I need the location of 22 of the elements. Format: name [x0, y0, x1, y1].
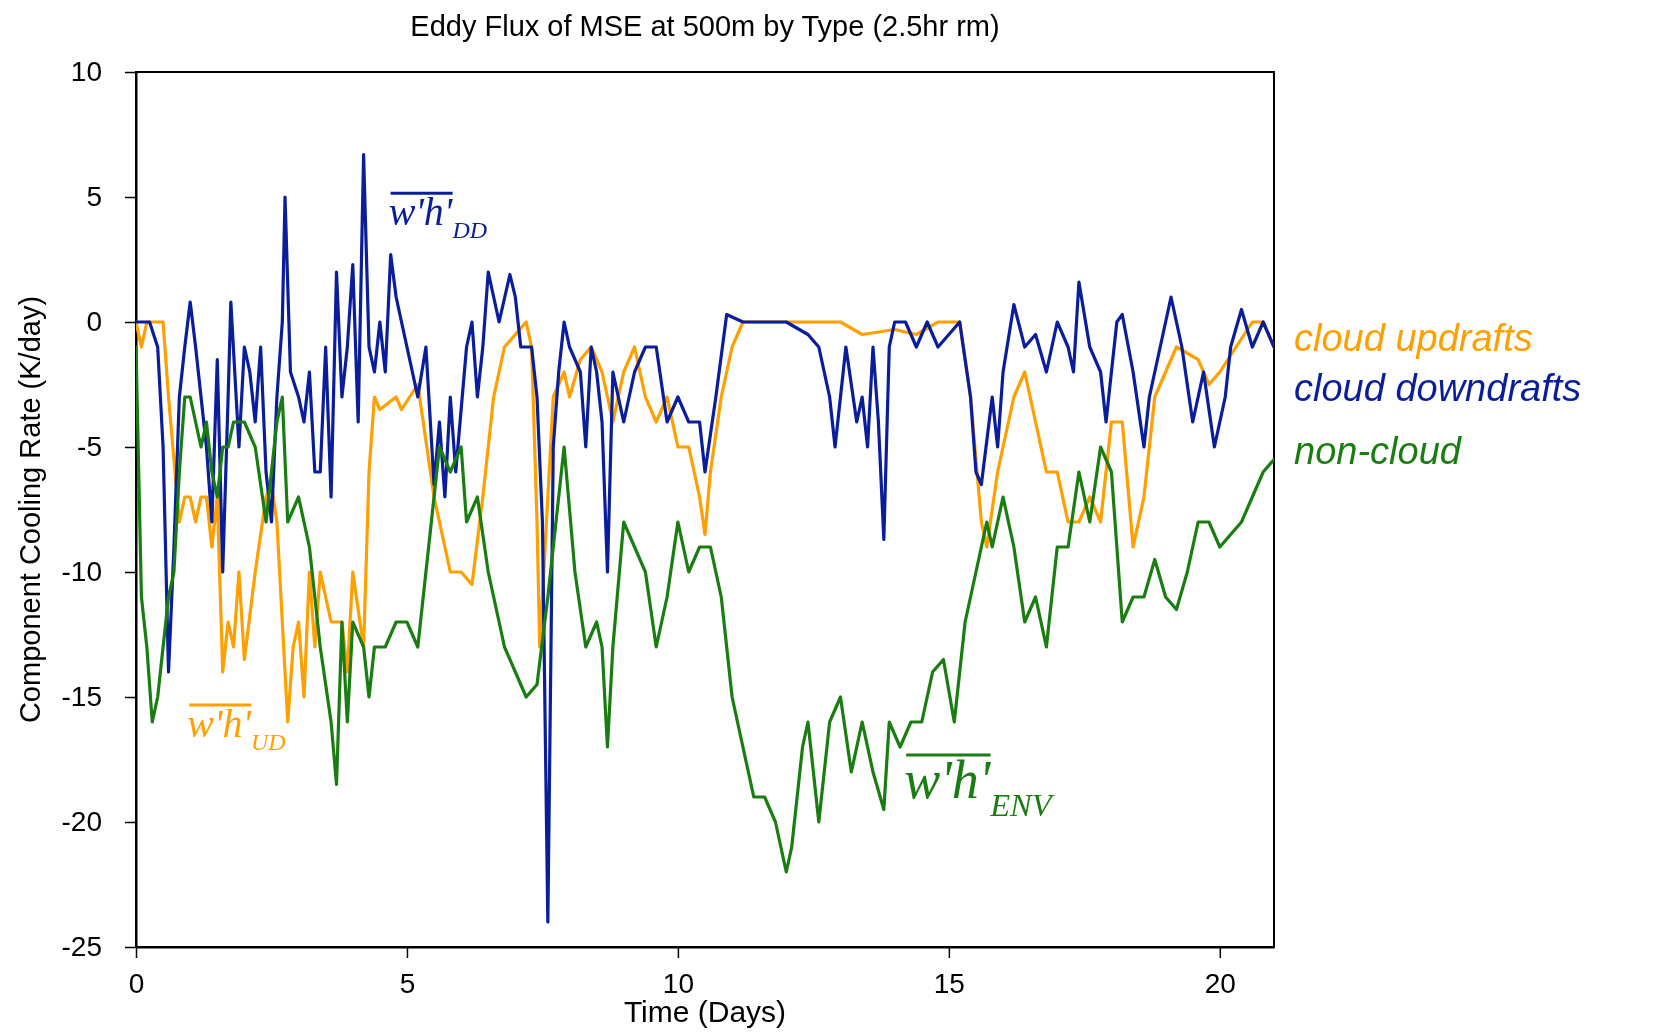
- annotation: w'h'$_{ENV}$: [904, 750, 1055, 824]
- series-label: cloud updrafts: [1294, 317, 1533, 359]
- annotation: w'h'$_{DD}$: [388, 189, 488, 244]
- annotation: w'h'$_{UD}$: [187, 701, 286, 755]
- y-tick-label: -20: [61, 806, 102, 838]
- series-label: cloud downdrafts: [1294, 367, 1582, 409]
- line-series: [136, 345, 1274, 874]
- chart-title: Eddy Flux of MSE at 500m by Type (2.5hr rm): [410, 10, 1000, 42]
- y-tick-label: 5: [86, 181, 102, 213]
- x-tick-label: 20: [1204, 967, 1236, 999]
- y-axis-title: Component Cooling Rate (K/day): [14, 295, 46, 724]
- y-tick-label: -25: [61, 931, 102, 963]
- series-label: non-cloud: [1294, 429, 1463, 472]
- y-tick-label: -15: [61, 681, 102, 713]
- y-tick-label: -5: [77, 431, 102, 463]
- line-series: [136, 152, 1274, 924]
- x-tick-label: 5: [399, 967, 416, 999]
- x-tick-label: 15: [933, 967, 965, 999]
- y-tick-label: 10: [70, 56, 102, 88]
- y-tick-label: -10: [61, 556, 102, 588]
- x-tick-label: 0: [128, 967, 145, 999]
- y-tick-label: 0: [86, 306, 102, 338]
